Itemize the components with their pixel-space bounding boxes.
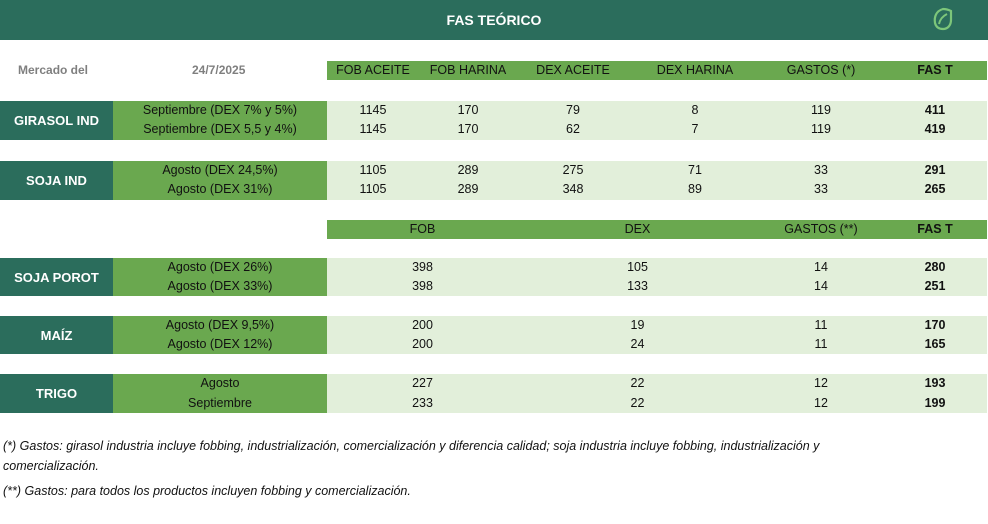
row-label: Agosto (DEX 9,5%)	[165, 318, 275, 332]
cell-dex-harina: 89	[688, 182, 702, 196]
row-label: Agosto	[200, 376, 240, 390]
product-soja-ind: SOJA IND	[0, 161, 113, 200]
cell-fas-t: 199	[924, 396, 946, 410]
header-dex-aceite: DEX ACEITE	[536, 63, 610, 77]
cell-gastos: 12	[814, 396, 828, 410]
header-dex: DEX	[624, 222, 651, 236]
row-label: Agosto (DEX 24,5%)	[162, 163, 278, 177]
header-fob-aceite: FOB ACEITE	[336, 63, 410, 77]
row-label: Agosto (DEX 26%)	[167, 260, 273, 274]
product-girasol-ind: GIRASOL IND	[0, 101, 113, 140]
market-label: Mercado del	[18, 63, 89, 77]
cell-fob: 227	[412, 376, 433, 390]
product-maiz: MAÍZ	[0, 316, 113, 354]
cell-fob: 200	[412, 337, 433, 351]
cell-gastos: 119	[811, 103, 831, 117]
cell-dex: 133	[627, 279, 648, 293]
cell-fob: 233	[412, 396, 433, 410]
cell-fob-aceite: 1105	[359, 182, 387, 196]
cell-dex-aceite: 275	[562, 163, 584, 177]
cell-fob-harina: 170	[457, 103, 479, 117]
cell-fas-t: 291	[924, 163, 946, 177]
row-label: Agosto (DEX 31%)	[167, 182, 273, 196]
cell-dex: 22	[630, 396, 645, 410]
title-bar	[0, 0, 988, 40]
cell-fas-t: 265	[924, 182, 946, 196]
leaf-logo-icon	[933, 7, 953, 31]
cell-fob: 398	[412, 279, 433, 293]
header-dex-harina: DEX HARINA	[656, 63, 734, 77]
cell-gastos: 33	[814, 182, 828, 196]
product-trigo: TRIGO	[0, 374, 113, 413]
header-gastos-2: GASTOS (**)	[784, 222, 858, 236]
footnote-gastos-2: (**) Gastos: para todos los productos in…	[3, 484, 411, 498]
data-bg-trigo	[327, 374, 987, 413]
cell-dex: 24	[630, 337, 645, 351]
header-fas-t: FAS T	[917, 63, 953, 77]
cell-dex-harina: 8	[691, 103, 699, 117]
cell-fob-harina: 289	[457, 163, 479, 177]
cell-fob-harina: 289	[457, 182, 479, 196]
cell-fas-t: 251	[924, 279, 946, 293]
cell-fas-t: 411	[924, 103, 946, 117]
cell-dex: 105	[627, 260, 648, 274]
cell-dex: 19	[630, 318, 645, 332]
page-title: FAS TEÓRICO	[446, 12, 542, 28]
cell-fob-aceite: 1145	[359, 103, 387, 117]
row-label: Septiembre (DEX 5,5 y 4%)	[143, 122, 297, 136]
cell-fob-harina: 170	[457, 122, 479, 136]
cell-dex-harina: 71	[688, 163, 702, 177]
market-date: 24/7/2025	[192, 63, 246, 77]
header-fob-harina: FOB HARINA	[429, 63, 507, 77]
cell-gastos: 119	[811, 122, 831, 136]
cell-dex-aceite: 62	[566, 122, 580, 136]
cell-fob-aceite: 1145	[359, 122, 387, 136]
subhead-soja-porot	[113, 258, 327, 296]
cell-fas-t: 193	[924, 376, 946, 390]
subhead-trigo	[113, 374, 327, 413]
header-fob: FOB	[409, 222, 436, 236]
row-label: Septiembre	[188, 396, 252, 410]
cell-fob: 200	[412, 318, 433, 332]
row-label: Septiembre (DEX 7% y 5%)	[142, 103, 298, 117]
footnote-gastos-1: (*) Gastos: girasol industria incluye fo…	[3, 439, 820, 453]
cell-gastos: 12	[814, 376, 828, 390]
cell-dex-aceite: 348	[562, 182, 584, 196]
header-gastos: GASTOS (*)	[786, 63, 856, 77]
cell-fas-t: 280	[924, 260, 946, 274]
cell-gastos: 14	[814, 260, 828, 274]
data-bg-girasol	[327, 101, 987, 140]
cell-gastos: 33	[814, 163, 828, 177]
footnote-gastos-1-cont: comercialización.	[3, 459, 99, 473]
data-bg-maiz	[327, 316, 987, 354]
cell-gastos: 14	[814, 279, 828, 293]
subhead-maiz	[113, 316, 327, 354]
cell-dex-harina: 7	[691, 122, 699, 136]
row-label: Agosto (DEX 33%)	[167, 279, 273, 293]
cell-fob: 398	[412, 260, 433, 274]
cell-dex: 22	[630, 376, 645, 390]
subhead-soja-ind	[113, 161, 327, 200]
cell-fas-t: 170	[924, 318, 946, 332]
table1-header	[327, 61, 987, 80]
product-soja-porot: SOJA POROT	[0, 258, 113, 296]
data-bg-soja-porot	[327, 258, 987, 296]
cell-fas-t: 419	[924, 122, 946, 136]
cell-fob-aceite: 1105	[359, 163, 387, 177]
data-bg-soja-ind	[327, 161, 987, 200]
cell-gastos: 11	[814, 318, 828, 332]
header-fas-t-2: FAS T	[917, 222, 953, 236]
table2-header	[327, 220, 987, 239]
subhead-girasol	[113, 101, 327, 140]
cell-fas-t: 165	[924, 337, 946, 351]
cell-gastos: 11	[814, 337, 828, 351]
cell-dex-aceite: 79	[566, 103, 580, 117]
row-label: Agosto (DEX 12%)	[167, 337, 273, 351]
